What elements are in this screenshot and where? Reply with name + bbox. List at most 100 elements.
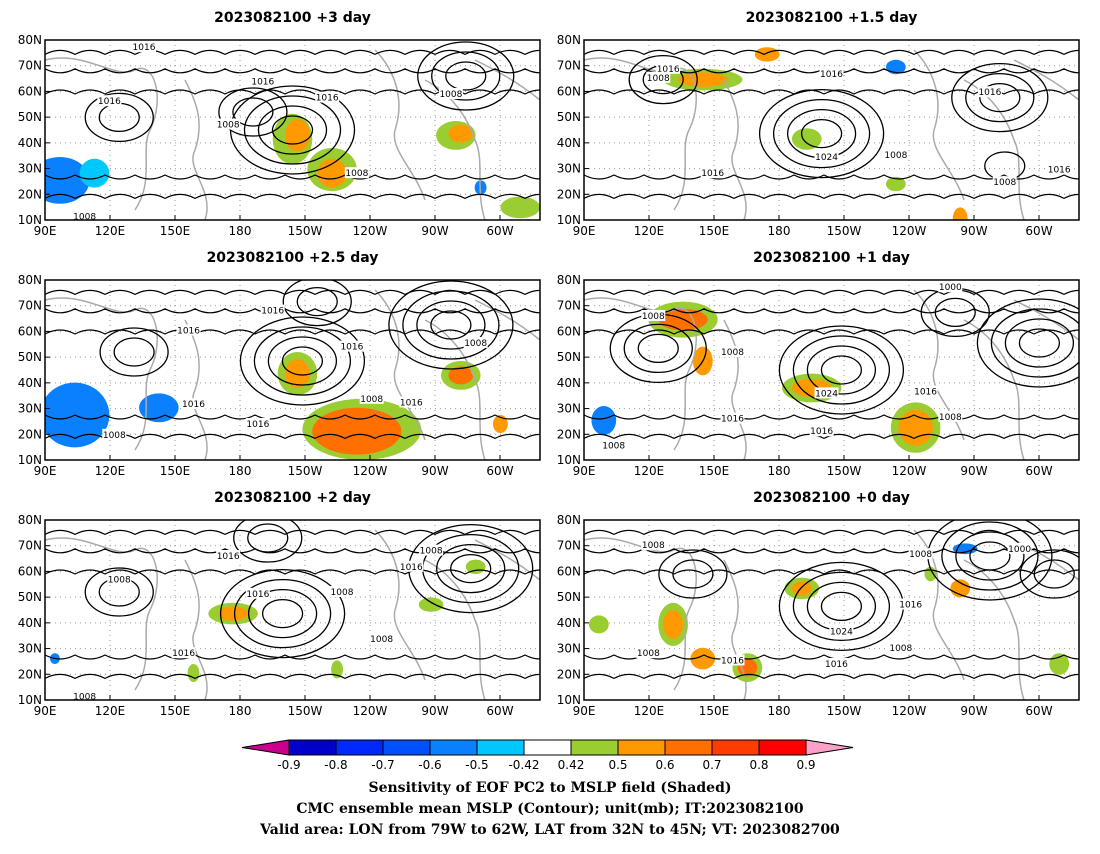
coastline xyxy=(424,319,486,460)
coastline xyxy=(474,59,540,101)
lat-tick-label: 40N xyxy=(18,136,42,150)
lat-tick-label: 30N xyxy=(557,402,581,416)
sensitivity-shading xyxy=(663,610,683,639)
sensitivity-shading xyxy=(952,207,968,220)
isobar-contour xyxy=(218,87,288,137)
lon-tick-label: 90W xyxy=(421,224,448,238)
lon-tick-label: 180 xyxy=(768,464,791,478)
contour-label-bg xyxy=(176,324,201,336)
sensitivity-shading xyxy=(885,59,906,75)
contour-label-bg xyxy=(438,88,463,99)
contour-label: 1016 xyxy=(98,97,121,107)
contour-label: 1016 xyxy=(721,656,744,666)
panel-title: 2023082100 +2 day xyxy=(214,490,371,506)
coastline xyxy=(584,297,697,451)
isobar-contour xyxy=(45,174,540,180)
contour-label-bg xyxy=(245,587,270,599)
lon-tick-label: 90E xyxy=(34,224,57,238)
sensitivity-shading xyxy=(285,359,310,388)
sensitivity-shading xyxy=(45,382,110,448)
lat-tick-label: 60N xyxy=(557,324,581,338)
coastline xyxy=(45,297,158,451)
lon-tick-label: 90E xyxy=(34,464,57,478)
colorbar-swatch xyxy=(523,739,572,756)
coastline xyxy=(374,529,426,681)
map-panel: 2023082100 +1 day 1000 1008 1008 1024 1016 101… xyxy=(557,250,1080,478)
colorbar-swatch xyxy=(758,739,807,756)
lon-tick-label: 90W xyxy=(960,704,987,718)
isobar-contour xyxy=(658,549,728,599)
sensitivity-shading xyxy=(791,128,822,150)
contour-label-bg xyxy=(992,176,1017,188)
isobar-contour xyxy=(219,568,346,659)
panel-title: 2023082100 +1 day xyxy=(753,250,910,266)
contour-label-bg xyxy=(216,550,241,561)
lat-tick-label: 10N xyxy=(18,453,42,467)
isobar-contour xyxy=(257,105,328,155)
lon-tick-label: 150E xyxy=(160,704,191,718)
isobar-contour xyxy=(247,588,318,639)
contour-label-bg xyxy=(601,439,626,451)
contour-label: 1008 xyxy=(420,547,443,557)
isobar-contour xyxy=(584,673,1079,680)
coastline xyxy=(374,289,426,441)
isobar-contour xyxy=(388,280,514,370)
lat-tick-label: 10N xyxy=(18,213,42,227)
contour-label-bg xyxy=(720,412,745,424)
lat-tick-label: 40N xyxy=(557,136,581,150)
sensitivity-shading xyxy=(139,393,179,423)
colorbar-tick-label: 0.9 xyxy=(796,758,815,772)
panel-title: 2023082100 +0 day xyxy=(753,490,910,506)
lon-tick-label: 120W xyxy=(353,224,388,238)
sensitivity-shading xyxy=(678,72,728,87)
colorbar-swatch xyxy=(382,739,431,756)
contour-label: 1016 xyxy=(251,77,274,87)
lon-tick-label: 150W xyxy=(288,704,323,718)
contour-label: 1016 xyxy=(217,552,240,562)
coastline xyxy=(584,537,697,691)
lon-tick-label: 90E xyxy=(573,704,596,718)
coastline xyxy=(963,79,1025,220)
panel-frame xyxy=(583,519,1080,701)
isobar-contour xyxy=(792,571,891,642)
contour-label-bg xyxy=(656,62,681,74)
contour-label-bg xyxy=(824,658,849,669)
isobar-contour xyxy=(45,433,540,440)
isobar-contour xyxy=(45,673,540,680)
contour-label: 1000 xyxy=(1008,545,1031,555)
isobar-contour xyxy=(45,529,540,536)
isobar-contour xyxy=(965,72,1035,123)
contour-label: 1008 xyxy=(602,442,625,452)
lat-tick-label: 30N xyxy=(18,162,42,176)
lon-tick-label: 60W xyxy=(486,224,513,238)
isobar-contour xyxy=(955,531,1025,581)
lon-tick-label: 60W xyxy=(1025,704,1052,718)
isobar-contour xyxy=(84,567,154,617)
lat-tick-label: 40N xyxy=(18,616,42,630)
lat-tick-label: 10N xyxy=(557,693,581,707)
contour-label-bg xyxy=(814,387,839,399)
contour-label: 1016 xyxy=(721,415,744,425)
contour-label-bg xyxy=(938,281,963,293)
contour-label: 1016 xyxy=(400,398,423,408)
sensitivity-shading xyxy=(331,660,343,679)
lat-tick-label: 20N xyxy=(18,427,42,441)
lon-tick-label: 120E xyxy=(95,224,126,238)
coastline xyxy=(374,49,426,201)
isobar-contour xyxy=(45,569,540,575)
colorbar-swatch xyxy=(711,739,760,756)
lon-tick-label: 180 xyxy=(229,464,252,478)
contour-label: 1016 xyxy=(810,427,833,437)
isobar-contour xyxy=(1018,328,1061,358)
contour-label-bg xyxy=(369,632,394,644)
lon-tick-label: 150E xyxy=(160,464,191,478)
contour-label: 1008 xyxy=(993,178,1016,188)
isobar-contour xyxy=(792,335,891,405)
contour-label: 1008 xyxy=(637,649,660,659)
contour-label-bg xyxy=(344,167,369,179)
coastline xyxy=(184,79,208,220)
contour-label: 1016 xyxy=(246,420,269,430)
coastline xyxy=(723,559,747,700)
isobar-contour xyxy=(584,174,1079,180)
